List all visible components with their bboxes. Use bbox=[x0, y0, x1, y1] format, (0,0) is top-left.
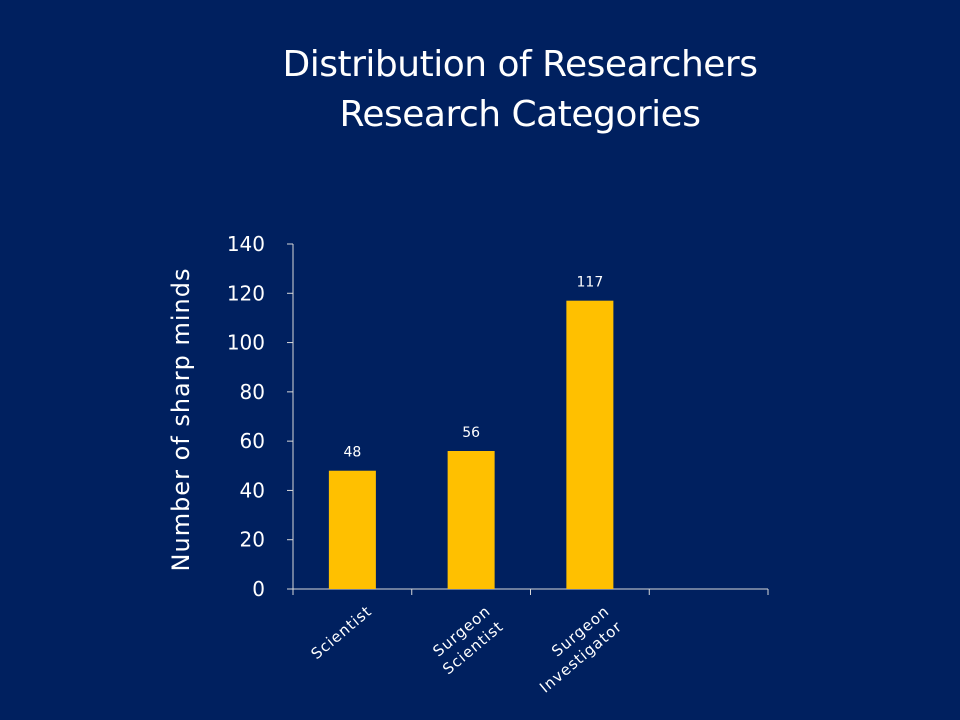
y-tick-label: 140 bbox=[227, 232, 265, 256]
y-tick-label: 40 bbox=[240, 478, 265, 502]
chart-title: Distribution of Researchers Research Cat… bbox=[0, 40, 960, 140]
title-line-1: Distribution of Researchers bbox=[282, 44, 758, 85]
y-axis-label: Number of sharp minds bbox=[167, 268, 195, 572]
y-tick-label: 60 bbox=[240, 429, 265, 453]
x-tick-label-line: Scientist bbox=[308, 602, 376, 663]
y-tick-label: 120 bbox=[227, 281, 265, 305]
title-line-2: Research Categories bbox=[339, 94, 701, 135]
y-tick-label: 0 bbox=[252, 577, 265, 601]
y-tick-label: 80 bbox=[240, 380, 265, 404]
x-tick-label: Scientist bbox=[308, 602, 376, 663]
data-label: 117 bbox=[577, 275, 604, 291]
data-label: 48 bbox=[343, 445, 361, 461]
y-tick-label: 20 bbox=[240, 528, 265, 552]
bar bbox=[447, 451, 495, 589]
bar bbox=[328, 470, 376, 589]
y-tick-label: 100 bbox=[227, 331, 265, 355]
data-label: 56 bbox=[462, 425, 480, 441]
bar bbox=[566, 300, 614, 589]
